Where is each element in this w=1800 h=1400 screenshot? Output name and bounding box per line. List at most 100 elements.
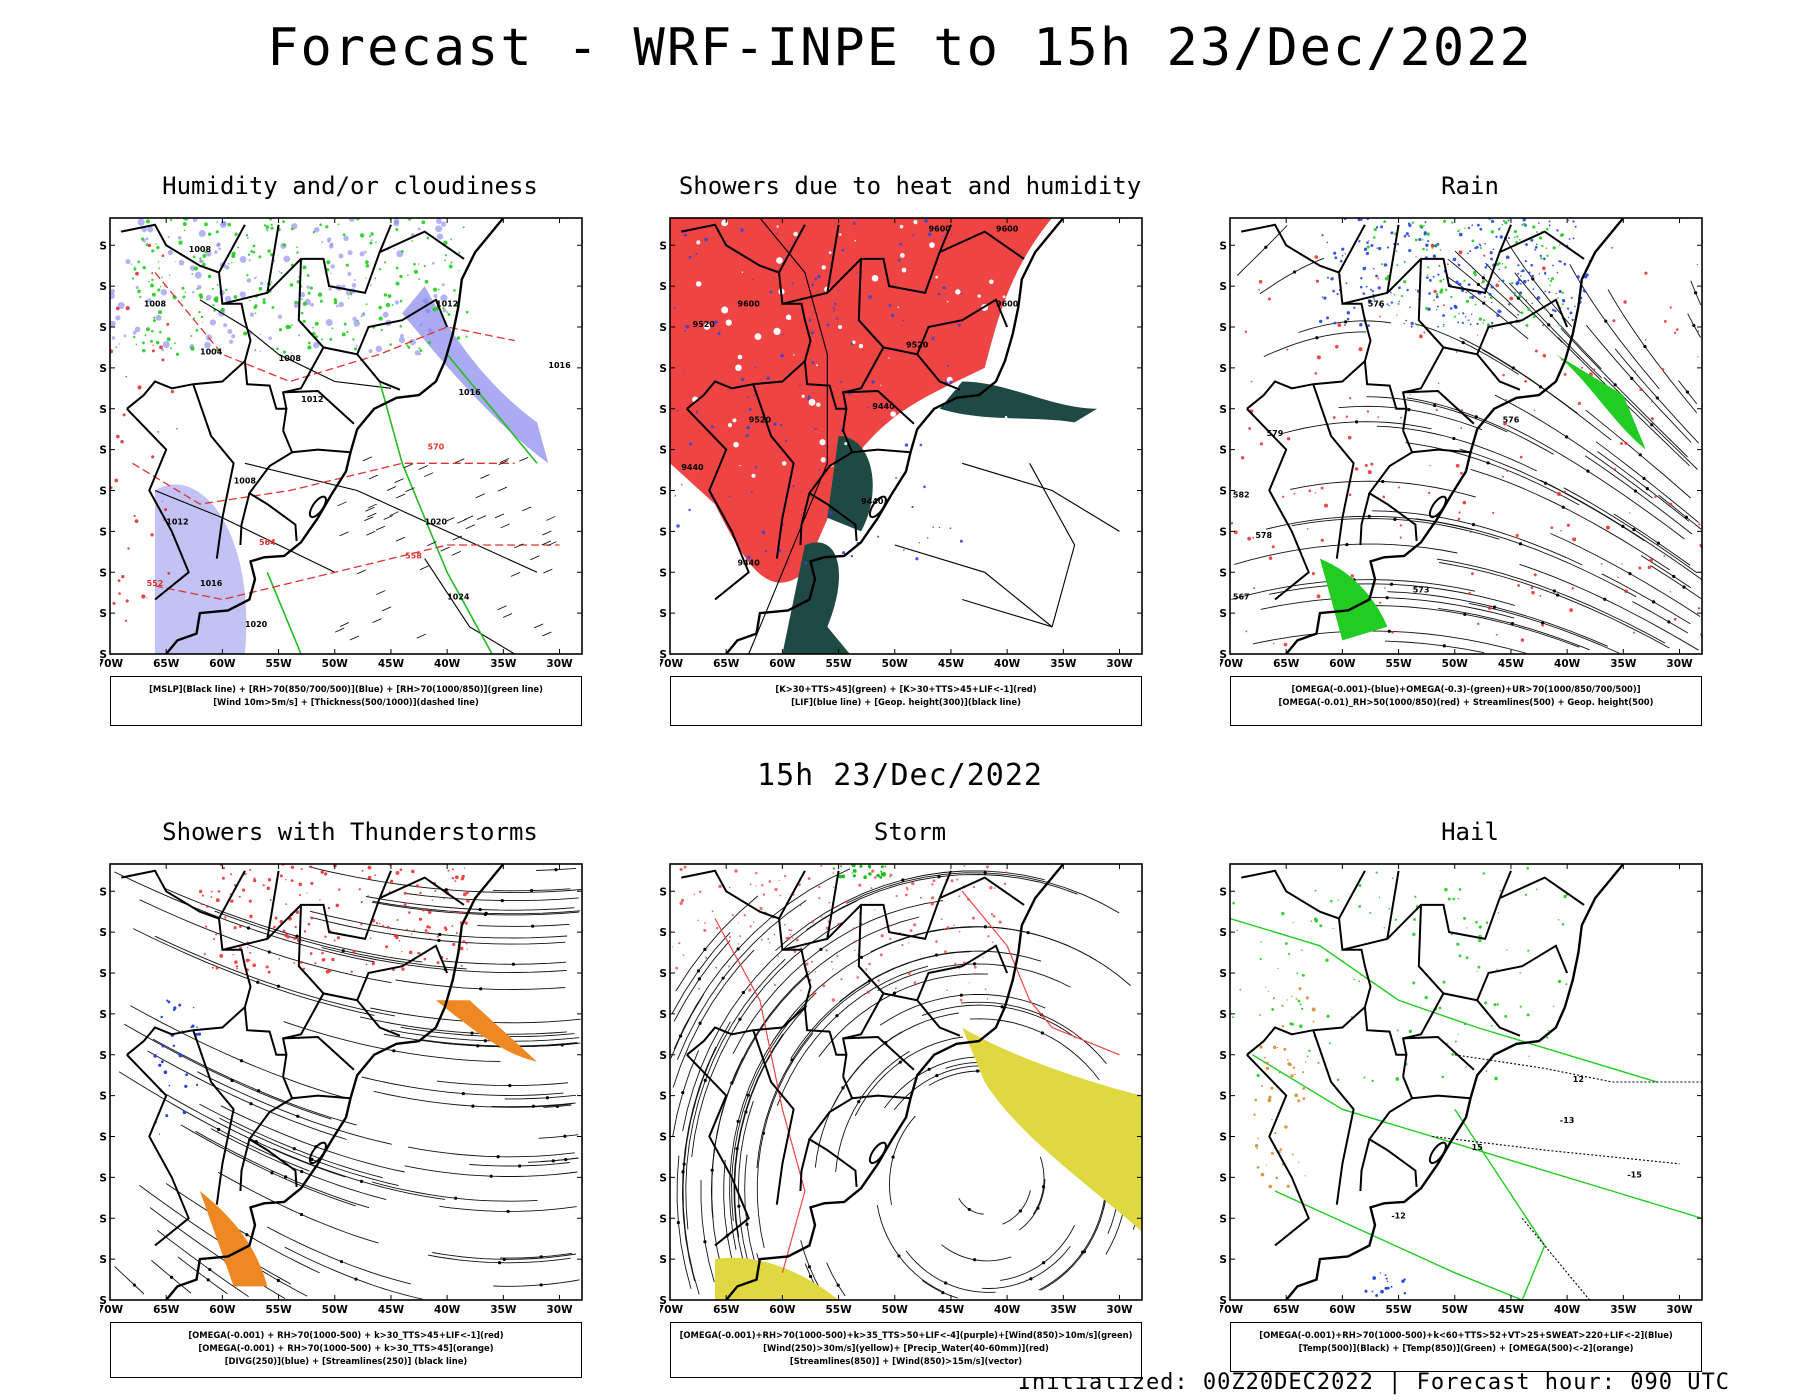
lat-tick-label: 21S: [1220, 1009, 1227, 1021]
field-dot: [343, 235, 349, 242]
field-dot: [429, 938, 431, 940]
field-dot: [834, 302, 837, 306]
field-dot: [737, 354, 743, 360]
lat-tick-label: 39S: [100, 1254, 107, 1266]
field-dot: [427, 931, 430, 934]
streamline-arrow: [1694, 291, 1698, 295]
lat-tick-label: 24S: [660, 1050, 667, 1062]
border-line: [1312, 383, 1355, 559]
legend-line: [OMEGA(-0.001)+RH>70(1000-500)+k>35_TTS>…: [679, 1330, 1133, 1340]
field-dot: [1533, 573, 1537, 577]
field-dot: [1525, 323, 1529, 327]
field-dot: [399, 333, 404, 338]
field-dot: [1552, 308, 1555, 312]
field-dot: [267, 970, 271, 974]
panel-legend: [OMEGA(-0.001) + RH>70(1000-500) + k>30_…: [110, 1322, 582, 1378]
panel-title: Showers due to heat and humidity: [678, 172, 1142, 200]
border-line: [1417, 904, 1521, 1037]
field-dot: [1271, 1118, 1273, 1121]
field-dot: [1435, 292, 1439, 296]
field-dot: [435, 218, 442, 225]
field-dot: [1467, 283, 1471, 287]
field-dot: [1451, 1052, 1455, 1056]
field-dot: [755, 871, 758, 875]
lon-tick-label: 70W: [660, 658, 684, 670]
field-dot: [876, 873, 880, 878]
field-dot: [1260, 941, 1262, 943]
field-dot: [1464, 315, 1467, 318]
field-dot: [116, 434, 120, 439]
field-dot: [147, 298, 152, 303]
field-dot: [801, 394, 805, 398]
border-line: [752, 383, 795, 559]
field-dot: [237, 246, 240, 249]
field-dot: [826, 323, 830, 327]
field-dot: [347, 271, 352, 277]
field-dot: [1561, 303, 1564, 306]
field-dot: [1232, 901, 1235, 905]
field-dot: [1395, 1077, 1400, 1081]
field-dot: [1377, 416, 1380, 419]
field-dot: [124, 619, 128, 622]
streamline-arrow: [246, 926, 251, 930]
field-dot: [267, 878, 272, 882]
field-dot: [149, 339, 153, 343]
field-dot: [300, 311, 304, 315]
wind-vector: [451, 551, 461, 556]
field-dot: [307, 922, 311, 926]
field-dot: [399, 299, 403, 303]
field-dot: [854, 949, 856, 952]
field-dot: [417, 263, 420, 265]
field-dot: [760, 938, 763, 941]
streamline-arrow: [1041, 1261, 1046, 1265]
contour-line: [962, 463, 1076, 628]
wind-vector: [543, 568, 553, 574]
contour-line: [177, 1256, 228, 1295]
field-dot: [436, 233, 444, 240]
field-dot: [889, 873, 893, 877]
field-dot: [942, 286, 946, 290]
lon-tick-label: 50W: [1442, 1304, 1469, 1316]
field-dot: [205, 251, 212, 257]
field-dot: [1275, 1176, 1279, 1180]
wind-vector: [335, 627, 345, 633]
field-dot: [309, 952, 313, 955]
field-dot: [393, 218, 400, 224]
field-dot: [1527, 307, 1531, 311]
contour-line: [714, 918, 806, 1273]
field-dot: [185, 1073, 188, 1077]
legend-line: [Temp(500)](Black) + [Temp(850)](Green) …: [1298, 1343, 1634, 1353]
field-dot: [828, 251, 832, 254]
field-dot: [1377, 275, 1379, 278]
field-dot: [117, 579, 121, 582]
wind-vector: [480, 474, 490, 479]
field-dot: [1399, 536, 1402, 539]
field-dot: [1265, 1164, 1267, 1166]
field-dot: [1451, 221, 1454, 224]
streamline-arrow: [217, 1127, 221, 1132]
field-dot: [1612, 319, 1616, 323]
lon-tick-label: 60W: [769, 1304, 796, 1316]
field-dot: [1556, 229, 1559, 232]
contour-line: [493, 1279, 580, 1287]
field-dot: [444, 259, 446, 262]
field-dot: [820, 916, 823, 918]
field-dot: [386, 925, 390, 929]
field-dot: [1484, 242, 1486, 245]
streamline-arrow: [444, 888, 448, 892]
field-dot: [178, 1003, 182, 1007]
field-dot: [1411, 221, 1414, 224]
border-line: [1499, 230, 1585, 260]
field-dot: [460, 964, 463, 967]
wind-vector: [542, 631, 552, 637]
field-dot: [1499, 889, 1502, 892]
field-dot: [213, 937, 216, 940]
field-dot: [137, 289, 141, 294]
field-dot: [1502, 279, 1505, 282]
field-dot: [152, 344, 154, 346]
field-dot: [1393, 293, 1396, 296]
field-dot: [168, 1084, 171, 1087]
field-dot: [1490, 321, 1494, 325]
field-dot: [1288, 952, 1291, 956]
field-dot: [808, 398, 816, 406]
